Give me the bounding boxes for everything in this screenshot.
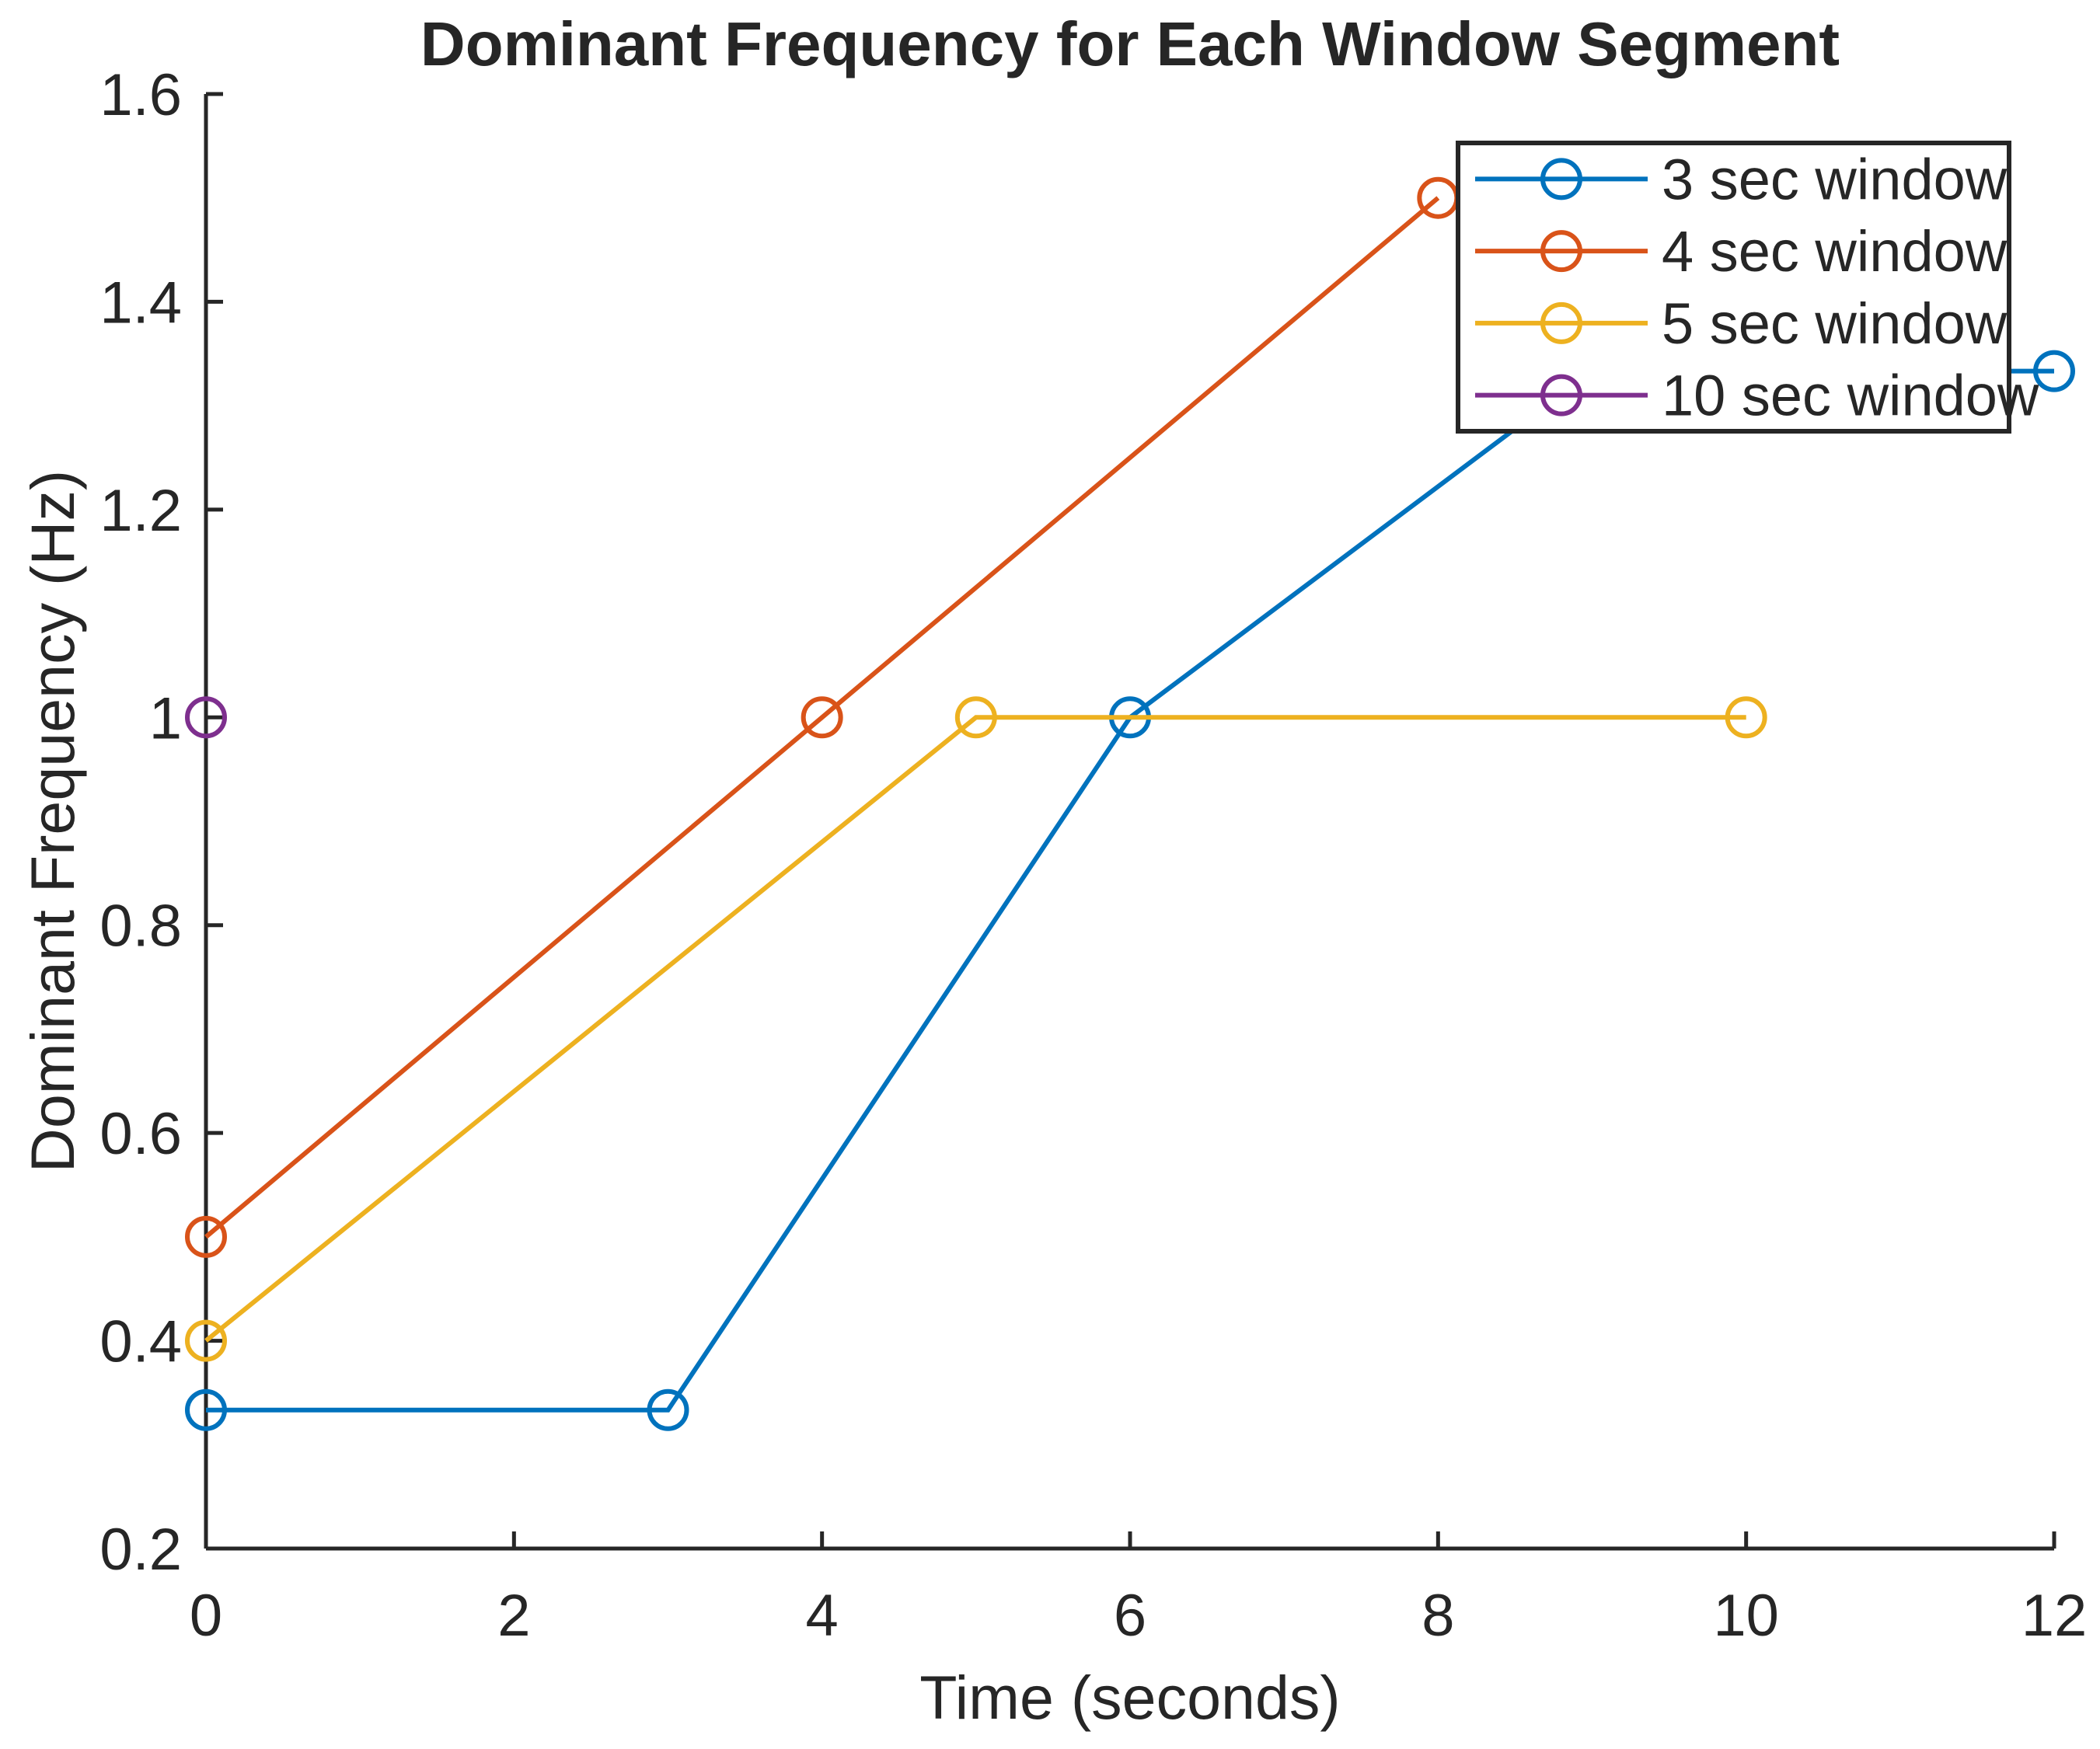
- x-tick-label: 12: [2022, 1583, 2088, 1649]
- y-tick-label: 0.2: [99, 1517, 182, 1583]
- x-tick-label: 2: [497, 1583, 530, 1649]
- chart-title: Dominant Frequency for Each Window Segme…: [420, 9, 1840, 78]
- x-tick-label: 6: [1114, 1583, 1146, 1649]
- data-point-marker: [1417, 176, 1460, 219]
- legend-marker-swatch: [1540, 158, 1582, 200]
- series-line: [204, 196, 1440, 1239]
- x-tick-label: 10: [1713, 1583, 1779, 1649]
- legend-item-label: 10 sec window: [1662, 364, 2039, 428]
- data-point-marker: [185, 696, 227, 739]
- y-tick-label: 0.8: [99, 894, 182, 960]
- x-axis-label: Time (seconds): [919, 1663, 1340, 1732]
- legend-item: 5 sec window: [1475, 291, 2008, 356]
- series-line: [204, 715, 1746, 1343]
- series-line: [206, 368, 2054, 1413]
- legend-item-label: 4 sec window: [1662, 219, 2008, 284]
- legend-item: 4 sec window: [1475, 219, 2008, 284]
- y-tick-label: 1: [149, 685, 182, 751]
- legend-marker-swatch: [1540, 230, 1582, 273]
- y-tick-label: 1.2: [99, 478, 182, 544]
- y-tick-label: 1.4: [99, 270, 182, 336]
- legend-item: 3 sec window: [1475, 147, 2008, 211]
- axes-layer: 0 2 4 6 8 10 12 0.2 0.4 0.6 0.8 1 1.2 1.4 1.6: [99, 62, 2087, 1649]
- data-point-marker: [185, 1215, 227, 1258]
- data-point-marker: [954, 696, 997, 739]
- y-tick-label: 1.6: [99, 62, 182, 128]
- data-point-marker: [185, 1388, 227, 1431]
- legend-marker-swatch: [1540, 374, 1582, 416]
- data-point-marker: [647, 1388, 689, 1431]
- x-tick-label: 4: [806, 1583, 839, 1649]
- x-tick-label: 8: [1422, 1583, 1454, 1649]
- legend-item-label: 3 sec window: [1662, 147, 2008, 211]
- y-tick-label: 0.6: [99, 1101, 182, 1167]
- data-point-marker: [801, 696, 843, 739]
- data-point-marker: [2033, 350, 2075, 392]
- x-tick-label: 0: [190, 1583, 222, 1649]
- legend: 3 sec window 4 sec window 5 sec window 10 s…: [1456, 141, 2039, 434]
- data-point-marker: [1725, 696, 1767, 739]
- y-tick-label: 0.4: [99, 1309, 182, 1375]
- legend-marker-swatch: [1540, 301, 1582, 344]
- legend-item-label: 5 sec window: [1662, 291, 2008, 356]
- data-point-marker: [185, 1319, 227, 1362]
- legend-item: 10 sec window: [1475, 364, 2039, 428]
- y-axis-label: Dominant Frequency (Hz): [18, 470, 87, 1172]
